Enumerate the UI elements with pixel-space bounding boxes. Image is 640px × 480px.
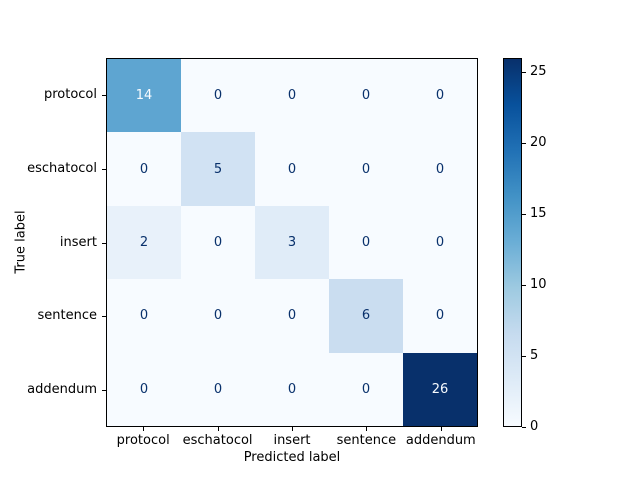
colorbar-tick-mark bbox=[522, 214, 526, 215]
x-tick-mark bbox=[292, 427, 293, 431]
matrix-cell: 0 bbox=[255, 59, 329, 133]
colorbar-gradient bbox=[504, 59, 521, 426]
heatmap-grid: 14 0 0 0 0 0 5 0 0 0 2 0 3 0 0 0 0 0 6 0 0 0 0 0 26 bbox=[106, 58, 478, 427]
matrix-cell: 0 bbox=[403, 205, 477, 280]
colorbar-tick-label: 0 bbox=[530, 419, 539, 434]
colorbar-tick-label: 20 bbox=[530, 135, 547, 151]
matrix-cell: 0 bbox=[255, 279, 329, 353]
matrix-cell: 0 bbox=[107, 279, 181, 353]
colorbar-tick-mark bbox=[522, 72, 526, 73]
row-tick-label: addendum bbox=[27, 382, 97, 398]
y-tick-mark bbox=[102, 243, 106, 244]
matrix-cell: 3 bbox=[255, 205, 329, 280]
x-tick-mark bbox=[441, 427, 442, 431]
matrix-cell: 0 bbox=[181, 352, 255, 426]
colorbar-tick-mark bbox=[522, 356, 526, 357]
matrix-cell: 0 bbox=[403, 132, 477, 206]
col-tick-label: eschatocol bbox=[182, 433, 253, 448]
matrix-cell: 0 bbox=[107, 132, 181, 206]
matrix-cell: 26 bbox=[403, 352, 477, 426]
colorbar-tick-label: 10 bbox=[530, 277, 547, 293]
matrix-cell: 6 bbox=[329, 279, 403, 353]
matrix-cell: 0 bbox=[403, 59, 477, 133]
colorbar bbox=[503, 58, 522, 427]
row-tick-label: eschatocol bbox=[27, 160, 97, 176]
x-tick-mark bbox=[218, 427, 219, 431]
matrix-cell: 0 bbox=[329, 132, 403, 206]
row-tick-label: insert bbox=[59, 234, 97, 250]
matrix-cell: 0 bbox=[107, 352, 181, 426]
row-tick-label: sentence bbox=[37, 308, 98, 324]
colorbar-tick-mark bbox=[522, 143, 526, 144]
colorbar-tick-mark bbox=[522, 427, 526, 428]
matrix-cell: 0 bbox=[255, 132, 329, 206]
x-axis-label: Predicted label bbox=[243, 450, 341, 465]
matrix-cell: 14 bbox=[107, 59, 181, 133]
x-tick-mark bbox=[143, 427, 144, 431]
matrix-cell: 0 bbox=[181, 205, 255, 280]
col-tick-label: insert bbox=[273, 433, 311, 448]
matrix-cell: 0 bbox=[181, 59, 255, 133]
row-tick-label: protocol bbox=[43, 86, 97, 102]
col-tick-label: addendum bbox=[405, 433, 476, 448]
y-tick-mark bbox=[102, 95, 106, 96]
colorbar-tick-label: 25 bbox=[530, 64, 547, 80]
col-tick-label: protocol bbox=[116, 433, 170, 448]
matrix-cell: 0 bbox=[181, 279, 255, 353]
colorbar-tick-mark bbox=[522, 285, 526, 286]
colorbar-tick-label: 5 bbox=[530, 348, 539, 364]
matrix-cell: 5 bbox=[181, 132, 255, 206]
matrix-cell: 0 bbox=[255, 352, 329, 426]
x-tick-mark bbox=[366, 427, 367, 431]
matrix-cell: 0 bbox=[329, 205, 403, 280]
y-tick-mark bbox=[102, 316, 106, 317]
matrix-cell: 0 bbox=[329, 352, 403, 426]
y-tick-mark bbox=[102, 390, 106, 391]
matrix-cell: 0 bbox=[329, 59, 403, 133]
colorbar-tick-label: 15 bbox=[530, 206, 547, 222]
matrix-cell: 0 bbox=[403, 279, 477, 353]
matrix-cell: 2 bbox=[107, 205, 181, 280]
y-tick-mark bbox=[102, 169, 106, 170]
col-tick-label: sentence bbox=[336, 433, 397, 448]
